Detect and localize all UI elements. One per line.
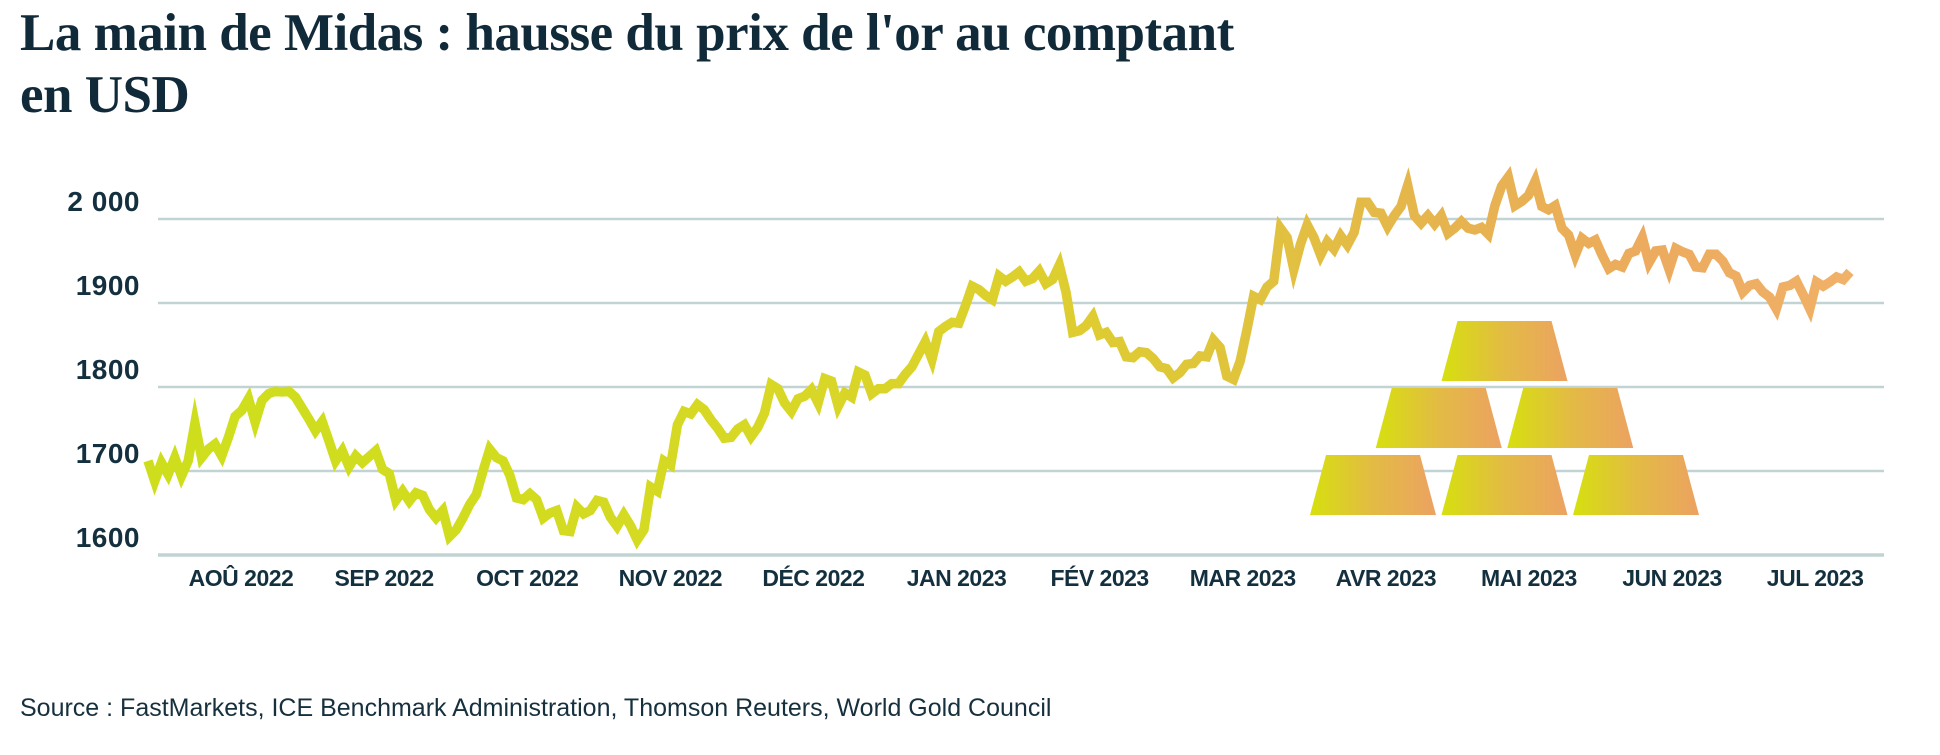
gold-price-line — [143, 165, 1854, 550]
y-axis-label: 1800 — [75, 354, 140, 385]
x-axis-label: AOÛ 2022 — [188, 565, 294, 591]
gold-bar — [1507, 388, 1634, 448]
x-axis-label: MAR 2023 — [1189, 565, 1296, 591]
gold-bar — [1441, 321, 1568, 381]
x-axis-label: OCT 2022 — [476, 565, 579, 591]
x-axis-label: NOV 2022 — [618, 565, 723, 591]
gold-bar — [1310, 455, 1436, 515]
x-axis-label: FÉV 2023 — [1050, 565, 1149, 591]
x-axis-label: JUN 2023 — [1622, 565, 1722, 591]
x-axis-label: MAI 2023 — [1481, 565, 1577, 591]
gold-bar — [1441, 455, 1568, 515]
gold-bar — [1573, 455, 1699, 515]
x-axis-label: SEP 2022 — [334, 565, 435, 591]
chart-title-line1: La main de Midas : hausse du prix de l'o… — [20, 4, 1234, 62]
x-axis-label: AVR 2023 — [1335, 565, 1437, 591]
gold-bar — [1375, 388, 1502, 448]
y-axis-label: 1600 — [75, 522, 140, 553]
source-note: Source : FastMarkets, ICE Benchmark Admi… — [20, 694, 1052, 722]
x-axis-label: JUL 2023 — [1766, 565, 1864, 591]
y-axis-label: 1700 — [75, 438, 140, 469]
y-axis-label: 2 000 — [67, 186, 140, 217]
chart-title-line2: en USD — [20, 66, 190, 124]
x-axis-label: DÉC 2022 — [762, 565, 865, 591]
chart-title: La main de Midas : hausse du prix de l'o… — [20, 2, 1234, 126]
y-axis-label: 1900 — [75, 270, 140, 301]
gold-bars-illustration — [1310, 321, 1699, 515]
x-axis-label: JAN 2023 — [906, 565, 1007, 591]
